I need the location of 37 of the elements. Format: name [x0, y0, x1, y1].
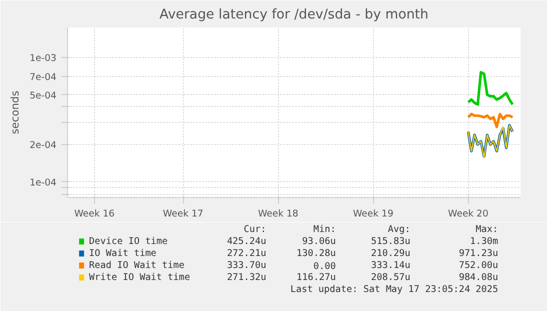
text: 0.00	[313, 261, 336, 272]
y-tick-label: 2e-04	[30, 140, 57, 151]
text: 116.27u	[296, 272, 336, 283]
text: Cur:	[244, 224, 266, 235]
text: 333.14u	[371, 260, 410, 271]
text: 752.00u	[458, 260, 498, 271]
x-tick-label: Week 19	[353, 208, 394, 220]
chart-title: Average latency for /dev/sda - by month	[160, 8, 428, 22]
text: 333.70u	[226, 260, 266, 271]
text: Last update: Sat May 17 23:05:24 2025	[290, 284, 498, 295]
text: Avg:	[388, 224, 410, 235]
y-tick-label: 1e-03	[30, 52, 57, 64]
legend-label: IO Wait time	[89, 248, 157, 259]
x-tick-label: Week 18	[258, 208, 298, 220]
y-tick-label: 5e-04	[30, 90, 57, 102]
y-tick-label: 7e-04	[30, 72, 57, 84]
y-tick-label: 1e-04	[30, 177, 57, 188]
x-tick-label: Week 17	[162, 208, 204, 220]
text: 93.06u	[302, 236, 336, 247]
legend-label: Device IO time	[89, 236, 168, 247]
text: 130.28u	[296, 248, 336, 259]
text: 1.30m	[470, 236, 499, 247]
x-tick-label: Week 20	[448, 208, 488, 220]
text: 210.29u	[371, 248, 410, 259]
text: 984.08u	[458, 272, 498, 283]
text: 272.21u	[226, 248, 266, 259]
text: 515.83u	[371, 236, 410, 247]
y-axis-title: seconds	[8, 90, 22, 134]
text: 271.32u	[226, 272, 266, 283]
legend-label: Write IO Wait time	[89, 272, 191, 283]
text: 425.24u	[226, 236, 266, 247]
text: 208.57u	[371, 272, 410, 283]
text: 971.23u	[458, 248, 498, 259]
legend-label: Read IO Wait time	[89, 260, 185, 271]
x-tick-label: Week 16	[74, 208, 115, 220]
text: Min:	[313, 224, 336, 235]
text: Max:	[476, 224, 498, 235]
